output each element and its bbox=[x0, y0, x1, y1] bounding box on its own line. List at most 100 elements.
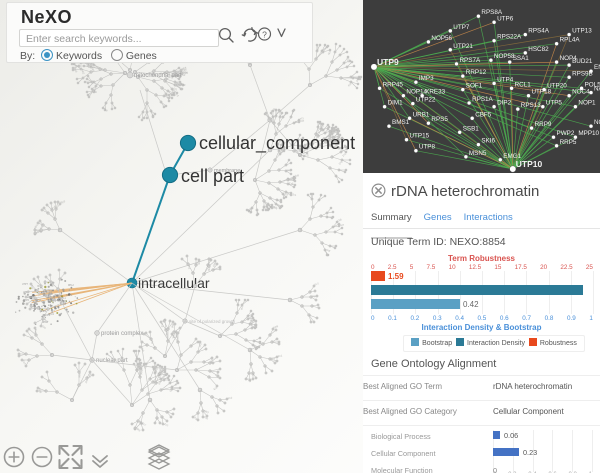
svg-text:RRP12: RRP12 bbox=[466, 69, 487, 76]
svg-text:Fx6: Fx6 bbox=[103, 107, 109, 113]
svg-text:Zc9: Zc9 bbox=[165, 331, 169, 336]
svg-text:UTP9: UTP9 bbox=[377, 57, 399, 67]
svg-text:UTP7: UTP7 bbox=[22, 284, 29, 286]
svg-text:RPL2: RPL2 bbox=[68, 285, 74, 287]
svg-text:UTP8: UTP8 bbox=[419, 144, 436, 151]
svg-text:Yl3: Yl3 bbox=[150, 340, 154, 345]
svg-text:Rp1: Rp1 bbox=[73, 67, 79, 74]
svg-text:ENP1: ENP1 bbox=[594, 64, 600, 71]
svg-text:RPS13: RPS13 bbox=[521, 102, 541, 109]
svg-text:BUD21: BUD21 bbox=[572, 58, 593, 65]
svg-text:HSC82: HSC82 bbox=[528, 46, 549, 53]
svg-text:SSB1: SSB1 bbox=[463, 125, 480, 132]
svg-text:RRP45: RRP45 bbox=[383, 81, 404, 88]
svg-text:MSN5: MSN5 bbox=[469, 150, 487, 157]
svg-text:MPP10: MPP10 bbox=[578, 130, 599, 137]
svg-text:Rp6: Rp6 bbox=[183, 71, 188, 75]
svg-text:Gt3: Gt3 bbox=[30, 285, 35, 290]
svg-text:Zc7: Zc7 bbox=[247, 209, 253, 215]
svg-text:Fx7: Fx7 bbox=[314, 281, 320, 286]
svg-text:NOC4: NOC4 bbox=[572, 89, 590, 96]
svg-text:mitochondrial part: mitochondrial part bbox=[134, 73, 182, 79]
svg-text:RRP9: RRP9 bbox=[535, 121, 552, 128]
svg-text:RPS22A: RPS22A bbox=[497, 34, 522, 41]
svg-text:UTP7: UTP7 bbox=[453, 24, 470, 31]
svg-text:PWP2: PWP2 bbox=[557, 130, 575, 137]
svg-text:Gt7: Gt7 bbox=[340, 223, 345, 227]
svg-text:intracellular: intracellular bbox=[138, 275, 210, 291]
svg-text:Yl2: Yl2 bbox=[174, 93, 180, 98]
svg-text:UTP10: UTP10 bbox=[516, 159, 543, 169]
svg-text:KRE33: KRE33 bbox=[425, 89, 445, 96]
svg-text:Nb2: Nb2 bbox=[80, 69, 86, 75]
svg-text:Yl5: Yl5 bbox=[327, 50, 333, 56]
svg-text:Gt6: Gt6 bbox=[203, 415, 209, 421]
svg-text:SKI6: SKI6 bbox=[481, 138, 495, 145]
svg-text:Zc2: Zc2 bbox=[228, 396, 233, 400]
svg-text:RPS9B: RPS9B bbox=[572, 70, 593, 77]
svg-text:UTP18: UTP18 bbox=[532, 89, 552, 96]
svg-text:UTP2: UTP2 bbox=[50, 301, 57, 303]
svg-text:UTP13: UTP13 bbox=[572, 28, 592, 35]
svg-text:Zc1: Zc1 bbox=[278, 353, 283, 357]
svg-text:Gt9: Gt9 bbox=[41, 324, 47, 330]
svg-text:Nb5: Nb5 bbox=[77, 373, 81, 379]
svg-text:Yl3: Yl3 bbox=[212, 386, 218, 392]
svg-text:Yl4: Yl4 bbox=[239, 306, 244, 311]
svg-text:Gt4: Gt4 bbox=[300, 119, 305, 123]
svg-text:cell part: cell part bbox=[181, 166, 244, 186]
svg-text:NAN1: NAN1 bbox=[594, 86, 600, 93]
svg-text:Zc8: Zc8 bbox=[249, 371, 255, 377]
svg-text:site of polarized growth: site of polarized growth bbox=[189, 319, 236, 324]
svg-text:Gt6: Gt6 bbox=[337, 217, 343, 222]
svg-text:UTP5: UTP5 bbox=[546, 100, 563, 107]
svg-text:?: ? bbox=[262, 29, 267, 39]
svg-text:UTP21: UTP21 bbox=[453, 43, 473, 50]
svg-text:protein complex: protein complex bbox=[101, 331, 143, 337]
svg-text:cellular_component: cellular_component bbox=[199, 133, 355, 154]
svg-text:Fx9: Fx9 bbox=[181, 82, 187, 87]
svg-text:Rp3: Rp3 bbox=[60, 199, 66, 205]
svg-text:NOP56: NOP56 bbox=[431, 35, 452, 42]
svg-text:IMP3: IMP3 bbox=[419, 75, 434, 82]
svg-text:NOP8: NOP8 bbox=[53, 296, 60, 298]
svg-text:Nb3: Nb3 bbox=[203, 409, 210, 415]
svg-text:BMS1: BMS1 bbox=[392, 119, 410, 126]
svg-text:UTP4: UTP4 bbox=[46, 292, 53, 294]
svg-text:Zc2: Zc2 bbox=[163, 422, 169, 428]
svg-text:RPL4A: RPL4A bbox=[560, 37, 581, 44]
svg-text:UTP6: UTP6 bbox=[23, 300, 30, 302]
svg-text:Gt1: Gt1 bbox=[173, 86, 179, 91]
svg-text:NOP1: NOP1 bbox=[578, 100, 596, 107]
svg-text:URB1: URB1 bbox=[413, 111, 430, 118]
svg-text:SSA1: SSA1 bbox=[513, 55, 530, 62]
svg-text:RPS1A: RPS1A bbox=[472, 96, 493, 103]
svg-text:RPS5: RPS5 bbox=[431, 116, 448, 123]
svg-text:Gt5: Gt5 bbox=[50, 282, 55, 287]
svg-text:UTP20: UTP20 bbox=[547, 83, 567, 90]
svg-text:DIM1: DIM1 bbox=[388, 100, 404, 107]
svg-text:UTP15: UTP15 bbox=[410, 133, 430, 140]
svg-text:RPS7A: RPS7A bbox=[460, 57, 481, 64]
svg-text:UTP6: UTP6 bbox=[497, 15, 514, 22]
svg-text:UTP4: UTP4 bbox=[497, 76, 514, 83]
svg-text:Fx9: Fx9 bbox=[34, 329, 38, 334]
svg-text:Fx9: Fx9 bbox=[246, 377, 252, 383]
svg-text:RCL1: RCL1 bbox=[515, 81, 532, 88]
svg-text:Nb4: Nb4 bbox=[140, 346, 146, 353]
svg-text:Yl1: Yl1 bbox=[305, 153, 310, 157]
svg-text:SOF1: SOF1 bbox=[466, 83, 483, 90]
svg-text:UTP22: UTP22 bbox=[416, 97, 436, 104]
svg-text:Rp8: Rp8 bbox=[37, 388, 43, 394]
svg-text:Zc1: Zc1 bbox=[337, 160, 343, 166]
svg-text:Zc1: Zc1 bbox=[292, 192, 298, 197]
svg-text:Gt2: Gt2 bbox=[84, 379, 89, 385]
svg-text:CBF5: CBF5 bbox=[475, 111, 492, 118]
svg-text:RRP5: RRP5 bbox=[560, 139, 577, 146]
svg-text:RPS4A: RPS4A bbox=[528, 28, 549, 35]
svg-text:NOP6: NOP6 bbox=[594, 119, 600, 126]
svg-text:UTP2: UTP2 bbox=[46, 290, 53, 292]
svg-text:DIP2: DIP2 bbox=[497, 100, 511, 107]
svg-text:Zc5: Zc5 bbox=[273, 205, 279, 210]
svg-text:NOP1: NOP1 bbox=[66, 295, 73, 297]
